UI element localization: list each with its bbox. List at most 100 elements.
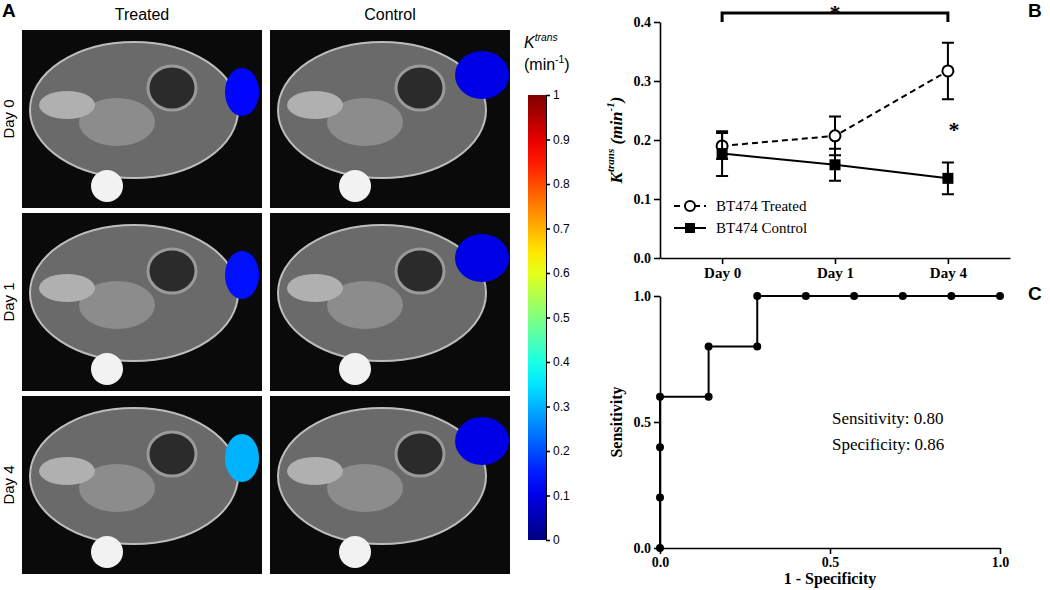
anatomy	[396, 66, 444, 110]
marker	[899, 292, 907, 300]
tick-label: 1.0	[634, 289, 652, 304]
tumor-map	[225, 434, 259, 482]
phantom	[339, 353, 371, 385]
label-part: )	[564, 56, 569, 73]
colorbar	[528, 95, 546, 540]
tick: 0.5	[546, 311, 570, 325]
series-line	[722, 71, 948, 146]
tick-label: 0.0	[652, 555, 670, 570]
tick-mark	[546, 184, 550, 186]
error-bar	[942, 43, 954, 100]
column-title: Treated	[115, 6, 170, 23]
tick-mark	[546, 406, 550, 408]
phantom	[91, 536, 123, 568]
tick-mark	[546, 317, 550, 319]
marker	[942, 65, 953, 76]
image-background	[270, 213, 510, 391]
tick-label: 0.6	[553, 266, 570, 280]
tick: 0.1	[546, 489, 570, 503]
label: Ktrans (min-1)	[604, 97, 626, 185]
y-axis-title: Sensitivity	[608, 386, 626, 457]
tick: 0.1	[634, 192, 661, 207]
label: Ktrans	[524, 32, 558, 51]
tick: 0.9	[546, 133, 570, 147]
mri-image	[22, 213, 262, 391]
tick: 0.5	[822, 548, 840, 570]
tick-mark	[546, 139, 550, 141]
tick-mark	[654, 81, 660, 83]
image-background	[22, 213, 262, 391]
marker	[705, 393, 713, 401]
tick-mark	[546, 540, 550, 542]
tick-label: Day 0	[704, 265, 741, 281]
mri-image	[22, 396, 262, 574]
tick-mark	[722, 258, 724, 264]
tick: Day 0	[704, 258, 741, 281]
marker	[717, 148, 728, 159]
tick: 0.5	[634, 415, 661, 430]
tick: 1.0	[634, 289, 661, 304]
marker	[656, 393, 664, 401]
tick-label: 0.1	[553, 489, 570, 503]
tick: 0.0	[634, 541, 661, 556]
marker	[830, 130, 841, 141]
tick-label: 0	[553, 533, 560, 547]
tick-label: 0.7	[553, 222, 570, 236]
tick-label: 0.9	[553, 133, 570, 147]
tick: 0.3	[634, 74, 661, 89]
tick-mark	[546, 362, 550, 364]
y-axis: 0.0 0.5 1.0	[634, 289, 661, 556]
legend: BT474 Treated BT474 Control	[674, 198, 807, 236]
marker	[802, 292, 810, 300]
marker	[996, 292, 1004, 300]
tick-label: 0.4	[634, 15, 652, 30]
tick-mark	[546, 495, 550, 497]
x-axis-title: 1 - Specificity	[784, 570, 876, 588]
phantom	[91, 353, 123, 385]
anatomy	[30, 408, 238, 544]
figure: ATreatedControlDay 0Day 1Day 400.10.20.3…	[0, 0, 1050, 590]
tick-mark	[546, 228, 550, 230]
tick: 0.3	[546, 400, 570, 414]
mri-image	[270, 213, 510, 391]
tick-label: 0.2	[634, 133, 652, 148]
tick-label: 0.8	[553, 177, 570, 191]
legend-label: BT474 Treated	[716, 198, 807, 214]
panel-b: BDay 0Day 1Day 40.00.10.20.30.4Ktrans (m…	[604, 0, 1041, 281]
tick-mark	[835, 258, 837, 264]
mri-image	[270, 30, 510, 208]
tumor-map	[455, 234, 509, 282]
anatomy	[278, 42, 486, 178]
tick-label: Day 4	[930, 265, 968, 281]
tick-mark	[654, 199, 660, 201]
tick-mark	[654, 140, 660, 142]
panel-label: A	[2, 0, 16, 21]
row-title: Day 0	[0, 99, 17, 138]
tick: 0	[546, 533, 560, 547]
anatomy	[278, 225, 486, 361]
anatomy	[287, 457, 343, 485]
tick: Day 4	[930, 258, 968, 281]
row-title: Day 4	[0, 465, 17, 504]
panel-label: B	[1028, 0, 1042, 21]
tick-label: 0.3	[553, 400, 570, 414]
anatomy	[287, 91, 343, 119]
tick-label: Day 1	[817, 265, 854, 281]
anatomy	[396, 249, 444, 293]
tick-label: 1	[553, 88, 560, 102]
mri-image	[270, 396, 510, 574]
tumor-map	[225, 68, 259, 116]
tick-label: 1.0	[992, 555, 1010, 570]
legend-item: BT474 Control	[674, 220, 807, 236]
tick-mark	[830, 548, 832, 554]
marker	[685, 223, 695, 233]
tick: 0.2	[634, 133, 661, 148]
tumor-map	[455, 417, 509, 465]
tick-mark	[546, 95, 550, 97]
phantom	[91, 170, 123, 202]
plot-area	[656, 292, 1004, 552]
superscript: -1	[555, 54, 564, 65]
tick-label: 0.5	[634, 415, 652, 430]
tick: 0.2	[546, 444, 570, 458]
panel-a: ATreatedControlDay 0Day 1Day 400.10.20.3…	[0, 0, 570, 574]
